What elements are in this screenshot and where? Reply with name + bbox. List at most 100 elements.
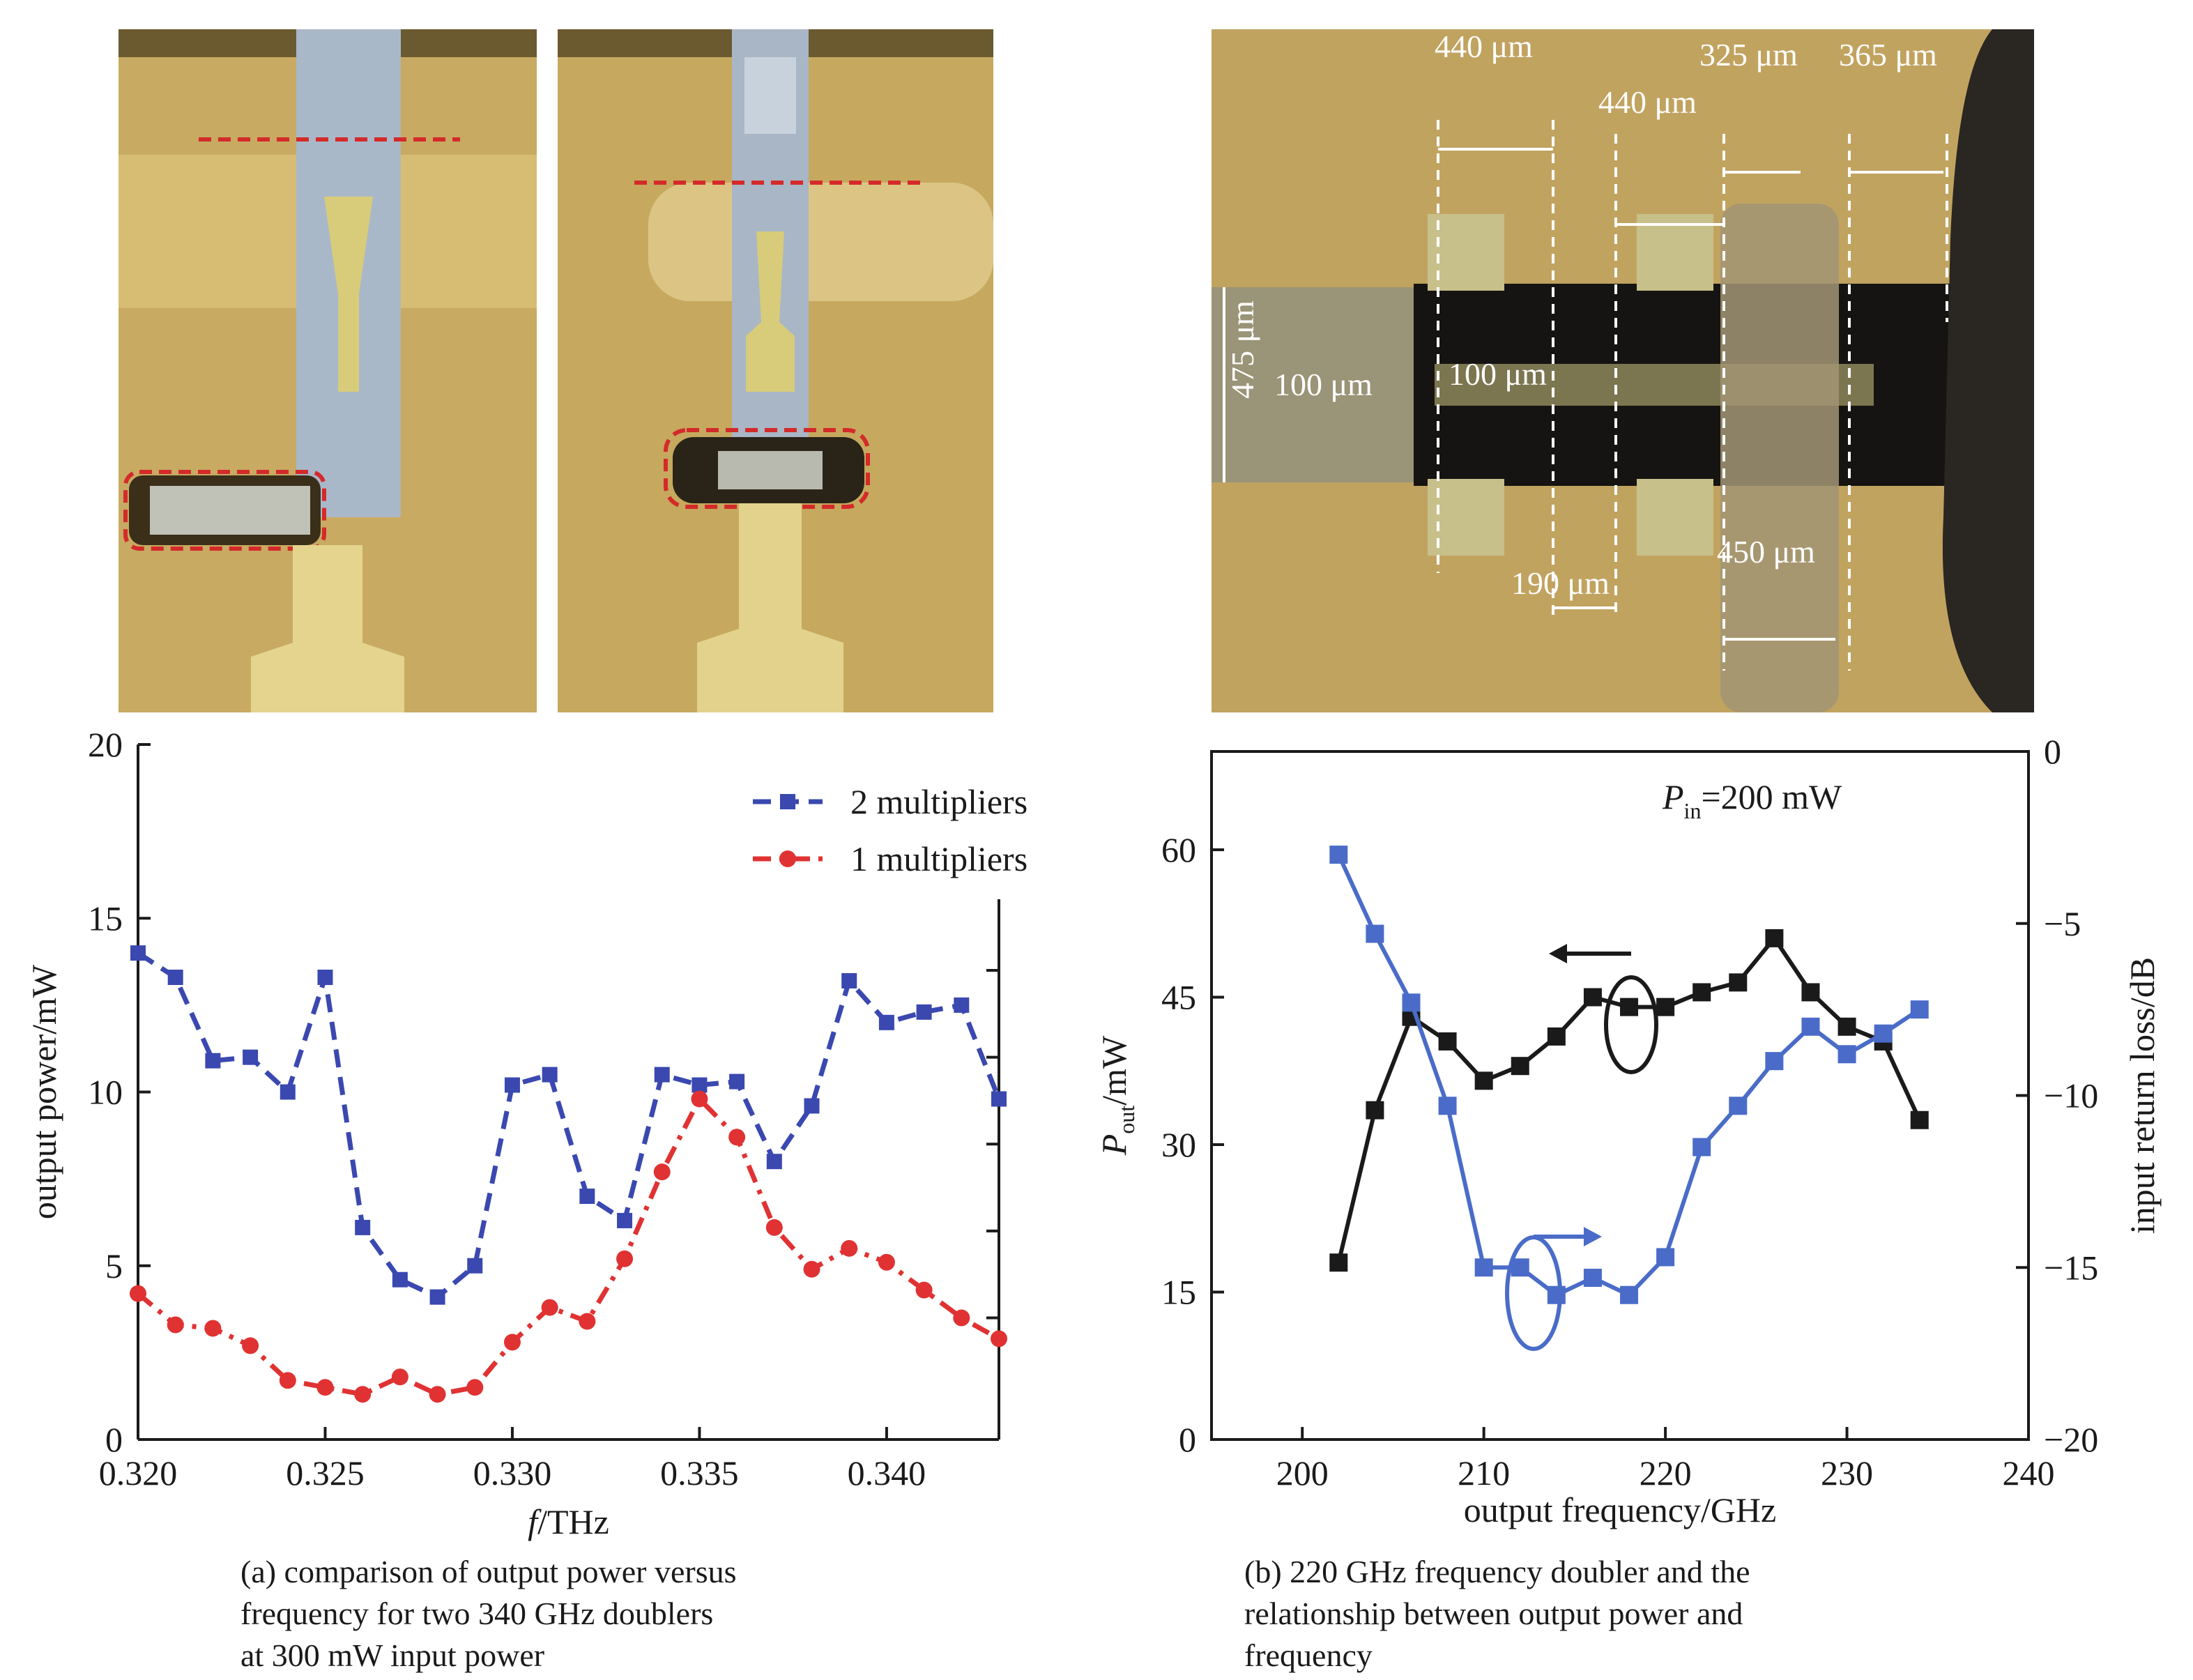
dim-label: 440 μm <box>1598 84 1697 120</box>
data-point <box>503 1334 521 1351</box>
y-tick-label: 5 <box>105 1246 123 1285</box>
y-axis-label: Pout/mW <box>1094 1035 1139 1156</box>
x-tick-label: 240 <box>2003 1453 2055 1492</box>
data-point <box>392 1272 408 1288</box>
annotation-main: P <box>1662 777 1684 816</box>
chip-photo-4-core <box>558 29 993 712</box>
data-point <box>954 997 970 1013</box>
left-axis-indicator-ellipse <box>1604 975 1658 1074</box>
dim-label: 100 μm <box>1449 356 1547 392</box>
data-point <box>1511 1057 1529 1076</box>
y-tick-label: 15 <box>88 899 123 938</box>
chip-photo-8-core-svg <box>119 29 537 712</box>
data-point <box>841 1239 858 1257</box>
data-point <box>616 1250 634 1267</box>
left-axis-indicator-arrowhead <box>1549 944 1567 963</box>
data-point <box>466 1379 484 1396</box>
data-point <box>1656 998 1675 1016</box>
data-point <box>617 1212 633 1228</box>
x-tick-label: 0.325 <box>286 1453 365 1492</box>
dim-label: 475 μm <box>1225 300 1260 399</box>
y-axis-label-unit: /mW <box>1094 1035 1133 1106</box>
y-tick-label: 30 <box>1161 1125 1196 1164</box>
data-point <box>205 1053 221 1069</box>
data-point <box>1874 1024 1893 1043</box>
x-axis-label: output frequency/GHz <box>1464 1490 1776 1529</box>
y2-tick-label: 0 <box>2044 732 2061 771</box>
x-tick-label: 0.330 <box>473 1453 552 1492</box>
data-point <box>130 1285 146 1302</box>
data-point <box>1837 1017 1856 1036</box>
data-point <box>317 969 333 985</box>
chart-b-doubler-power: 0 15 30 45 60 0 −5 −10 −15 −20 200 210 220 230 240 outp… <box>1094 732 2162 1529</box>
data-point <box>1801 1017 1820 1036</box>
data-point <box>728 1129 746 1146</box>
caption-a: (a) comparison of output power versus fr… <box>240 1554 737 1673</box>
chip-photo-8-core <box>119 29 537 712</box>
data-point <box>841 972 857 988</box>
y-axis-label-main: P <box>1094 1134 1133 1156</box>
data-point <box>1765 929 1784 947</box>
data-point <box>1511 1258 1529 1277</box>
legend-marker <box>780 794 795 809</box>
data-point <box>1910 1110 1929 1129</box>
data-point <box>953 1309 970 1327</box>
data-point <box>279 1372 296 1389</box>
data-point <box>1729 973 1748 992</box>
data-point <box>991 1091 1007 1107</box>
chart-a-output-power: 0 5 10 15 20 0.320 0.325 0.330 0.335 0.340 f/THz ou… <box>24 725 1027 1541</box>
data-point <box>354 1386 372 1403</box>
data-point <box>1329 1253 1348 1272</box>
x-tick-label: 0.340 <box>848 1453 926 1492</box>
y-tick-label: 0 <box>105 1420 123 1459</box>
data-point <box>1583 988 1602 1007</box>
legend-label: 1 multipliers <box>850 839 1027 878</box>
y2-tick-label: −5 <box>2044 904 2081 943</box>
data-point <box>579 1313 596 1330</box>
x-tick-label: 0.335 <box>660 1453 739 1492</box>
data-point <box>1620 998 1639 1016</box>
series-line-1 <box>1336 934 1922 1263</box>
data-point <box>1692 1138 1711 1156</box>
data-point <box>916 1004 932 1020</box>
x-axis-label-rest: /THz <box>537 1502 609 1541</box>
data-point <box>1366 1101 1384 1120</box>
dim-label: 440 μm <box>1435 29 1533 64</box>
y-axis-label-sub: out <box>1114 1106 1139 1134</box>
data-point <box>1402 993 1421 1012</box>
data-point <box>878 1253 895 1271</box>
doubler-photo-220ghz: 440 μm 440 μm 325 μm 365 μm 100 μm 100 μ… <box>1212 29 2034 712</box>
data-point <box>542 1067 558 1083</box>
data-point <box>1438 1032 1457 1051</box>
data-point <box>653 1163 671 1181</box>
data-point <box>316 1379 334 1396</box>
data-point <box>1765 1052 1784 1071</box>
data-point <box>804 1098 820 1114</box>
legend-marker <box>779 850 796 867</box>
dim-label: 100 μm <box>1274 367 1373 402</box>
dim-label: 325 μm <box>1699 37 1798 72</box>
data-point <box>1438 1097 1457 1115</box>
data-point <box>167 1316 184 1334</box>
x-tick-label: 230 <box>1821 1453 1873 1492</box>
caption-b: (b) 220 GHz frequency doubler and the re… <box>1244 1554 1750 1673</box>
y-tick-label: 15 <box>1161 1273 1196 1312</box>
x-tick-label: 0.320 <box>99 1453 178 1492</box>
data-point <box>1656 1248 1675 1267</box>
data-point <box>204 1320 222 1337</box>
data-point <box>167 969 183 985</box>
annotation-pin: Pin=200 mW <box>1662 777 1842 823</box>
data-point <box>766 1154 782 1170</box>
right-axis-indicator-arrowhead <box>1584 1227 1602 1246</box>
dim-label: 190 μm <box>1511 565 1610 601</box>
data-point <box>691 1077 708 1093</box>
data-point <box>579 1189 595 1205</box>
y-tick-label: 20 <box>88 725 123 764</box>
x-tick-label: 210 <box>1458 1453 1510 1492</box>
data-point <box>130 945 146 961</box>
data-point <box>355 1219 371 1235</box>
data-point <box>467 1258 483 1274</box>
data-point <box>391 1368 408 1386</box>
legend-label: 2 multipliers <box>850 782 1027 821</box>
